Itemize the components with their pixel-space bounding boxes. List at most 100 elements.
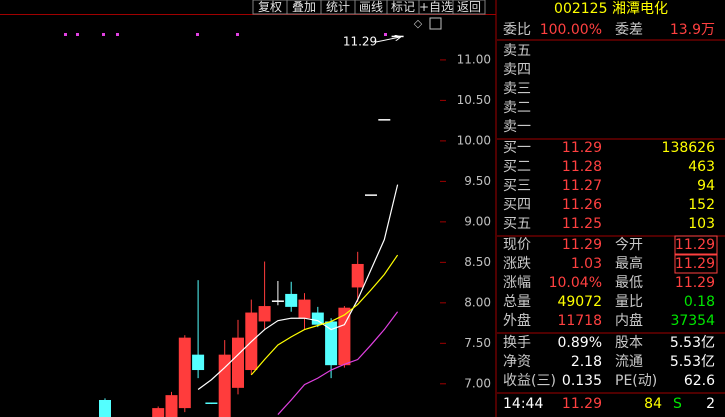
toolbar-label[interactable]: 统计 bbox=[326, 0, 350, 14]
y-tick-label: 10.00 bbox=[457, 133, 491, 147]
bid-price: 11.26 bbox=[562, 197, 602, 213]
candle-body bbox=[99, 399, 111, 417]
y-tick-label: 11.00 bbox=[457, 52, 491, 66]
stock-title: 002125 湘潭电化 bbox=[554, 0, 668, 17]
moving-average-line bbox=[197, 184, 399, 390]
y-tick-label: 9.00 bbox=[464, 214, 491, 228]
field-value: 62.6 bbox=[684, 373, 715, 389]
field-value: 0.18 bbox=[684, 294, 715, 310]
bid-label: 买一 bbox=[503, 140, 531, 156]
bid-price: 11.27 bbox=[562, 178, 602, 194]
field-label: 最低 bbox=[615, 275, 643, 291]
field-value: 49072 bbox=[557, 294, 602, 310]
top-markers bbox=[64, 33, 387, 36]
field-label: 委差 bbox=[615, 22, 643, 38]
field-value: 11.29 bbox=[675, 275, 715, 291]
field-label: 流通 bbox=[615, 354, 643, 370]
candle-body bbox=[311, 312, 324, 325]
diamond-icon[interactable]: ◇ bbox=[414, 17, 423, 30]
bid-price: 11.29 bbox=[562, 140, 602, 156]
candle-body bbox=[325, 321, 338, 366]
moving-average-line bbox=[277, 311, 399, 415]
field-value: 0.89% bbox=[558, 335, 602, 351]
toolbar-label[interactable]: 叠加 bbox=[292, 0, 316, 14]
field-value: 11.29 bbox=[675, 237, 715, 253]
field-label: 最高 bbox=[615, 255, 643, 272]
y-tick-label: 7.50 bbox=[464, 336, 491, 350]
toolbar-label[interactable]: 标记 bbox=[391, 0, 415, 14]
field-value: 11718 bbox=[557, 313, 602, 329]
field-label: 涨跌 bbox=[503, 256, 531, 272]
tick-volume: 84 bbox=[644, 396, 662, 412]
candle-body bbox=[165, 395, 178, 417]
candle-body bbox=[298, 299, 311, 319]
ask-label: 卖四 bbox=[503, 62, 531, 78]
field-label: 委比 bbox=[503, 22, 531, 38]
candle-body bbox=[338, 307, 351, 366]
chart: 7.00 7.50 8.00 8.50 9.00 9.50 10.00 10.50 11.00 1… bbox=[99, 35, 491, 417]
y-tick-label: 9.50 bbox=[464, 174, 491, 188]
bid-volume: 152 bbox=[688, 197, 715, 213]
toolbar-label[interactable]: 画线 bbox=[359, 0, 383, 14]
field-label: PE(动) bbox=[615, 373, 657, 389]
price-annotation: 11.29 bbox=[343, 35, 377, 49]
bid-label: 买三 bbox=[503, 178, 531, 194]
tick-time: 14:44 bbox=[503, 396, 543, 412]
toolbar-label[interactable]: 复权 bbox=[258, 0, 282, 14]
bid-volume: 463 bbox=[688, 159, 715, 175]
bid-price: 11.25 bbox=[562, 216, 602, 232]
field-label: 净资 bbox=[503, 354, 531, 370]
field-value: 11.29 bbox=[675, 256, 715, 272]
field-label: 量比 bbox=[615, 294, 643, 310]
bid-label: 买四 bbox=[503, 197, 531, 213]
ask-label: 卖三 bbox=[503, 81, 531, 97]
y-tick-label: 10.50 bbox=[457, 93, 491, 107]
tick-side: S bbox=[673, 396, 682, 412]
plot-area bbox=[99, 35, 404, 417]
bid-label: 买五 bbox=[503, 216, 531, 232]
value-box bbox=[674, 235, 718, 255]
field-value: 2.18 bbox=[571, 354, 602, 370]
toolbar-button[interactable] bbox=[452, 0, 486, 15]
candle-body bbox=[232, 337, 244, 388]
toolbar-label[interactable]: +自选 bbox=[419, 0, 453, 14]
candle-body bbox=[351, 263, 364, 288]
field-value: 100.00% bbox=[540, 22, 602, 38]
ask-label: 卖一 bbox=[503, 119, 531, 135]
bid-volume: 138626 bbox=[662, 140, 716, 156]
value-box bbox=[674, 254, 718, 274]
field-label: 总量 bbox=[503, 294, 531, 310]
field-label: 股本 bbox=[615, 335, 643, 351]
field-value: 37354 bbox=[670, 313, 715, 329]
y-tick-label: 7.00 bbox=[464, 376, 491, 390]
field-label: 换手 bbox=[503, 334, 531, 351]
toolbar-label[interactable]: 返回 bbox=[457, 0, 481, 14]
y-tick-label: 8.00 bbox=[464, 295, 491, 309]
tick-price: 11.29 bbox=[562, 396, 602, 412]
field-value: 13.9万 bbox=[670, 22, 715, 38]
field-label: 现价 bbox=[503, 237, 531, 253]
section-dividers bbox=[497, 39, 725, 394]
y-tick-label: 8.50 bbox=[464, 255, 491, 269]
field-label: 内盘 bbox=[615, 312, 643, 329]
bid-label: 买二 bbox=[503, 159, 531, 175]
candle-body bbox=[152, 408, 165, 417]
toolbar: 复权 叠加 统计 画线 标记 +自选 返回 bbox=[252, 0, 486, 15]
field-label: 涨幅 bbox=[503, 275, 531, 291]
field-value: 5.53亿 bbox=[670, 354, 715, 370]
candle-body bbox=[285, 293, 298, 307]
field-value: 5.53亿 bbox=[670, 335, 715, 351]
moving-average-line bbox=[250, 254, 399, 376]
candle-body bbox=[178, 337, 191, 409]
field-label: 今开 bbox=[615, 237, 643, 253]
ask-label: 卖二 bbox=[503, 100, 531, 116]
tick-count: 2 bbox=[706, 396, 715, 412]
candle-body bbox=[258, 306, 271, 322]
window-icon[interactable] bbox=[429, 17, 442, 30]
field-value: 1.03 bbox=[571, 256, 602, 272]
field-label: 外盘 bbox=[503, 312, 531, 329]
field-value: 10.04% bbox=[549, 275, 602, 291]
